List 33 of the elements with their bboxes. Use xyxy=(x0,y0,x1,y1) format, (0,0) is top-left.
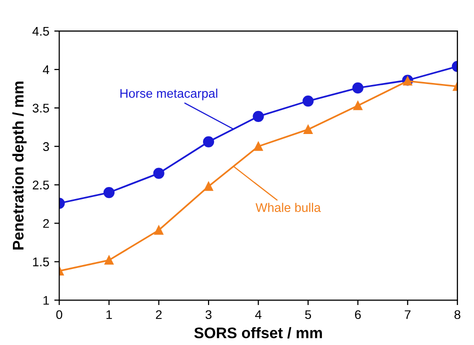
point xyxy=(302,95,314,107)
x-tick-label: 5 xyxy=(305,310,312,320)
y-tick-label: 4.5 xyxy=(32,26,50,36)
x-tick-label: 7 xyxy=(404,310,410,319)
y-tick-label: 1.5 xyxy=(33,258,50,266)
point xyxy=(154,226,164,235)
text: Horse metacarpal xyxy=(120,88,218,100)
x-tick-label: 2 xyxy=(156,310,162,319)
y-tick-label: 2 xyxy=(43,219,49,228)
x-tick-label: 8 xyxy=(454,310,460,320)
x-tick-label: 6 xyxy=(355,310,361,320)
point xyxy=(353,101,362,110)
x-tick-label: 0 xyxy=(56,310,62,320)
point xyxy=(204,182,214,191)
point xyxy=(104,256,114,265)
x-tick-label: 1 xyxy=(106,310,112,319)
y-tick-label: 4 xyxy=(42,65,50,74)
y-tick-label: 3.5 xyxy=(32,104,50,113)
text: Whale bulla xyxy=(256,202,321,212)
point xyxy=(103,186,115,198)
point xyxy=(352,82,364,94)
point xyxy=(153,168,164,179)
point xyxy=(254,142,263,151)
y-tick-label: 1 xyxy=(44,296,49,305)
x-tick-label: 4 xyxy=(255,310,262,319)
point xyxy=(203,136,214,148)
point xyxy=(252,110,264,122)
y-tick-label: 2.5 xyxy=(32,180,50,190)
y-tick-label: 3 xyxy=(43,142,49,152)
x-tick-label: 3 xyxy=(206,310,212,320)
point xyxy=(304,124,313,134)
x-axis-title: SORS offset / mm xyxy=(194,327,322,338)
y-axis-title: Penetration depth / mm xyxy=(12,82,27,250)
